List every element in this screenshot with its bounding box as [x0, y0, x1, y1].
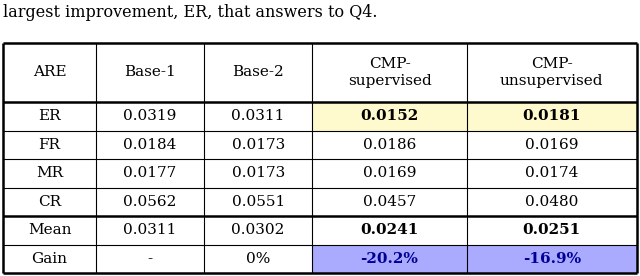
Text: 0.0186: 0.0186: [363, 138, 416, 152]
Text: 0.0241: 0.0241: [360, 224, 419, 237]
Text: Gain: Gain: [31, 252, 68, 266]
Bar: [467, 102, 637, 131]
Text: 0.0551: 0.0551: [232, 195, 285, 209]
Text: CR: CR: [38, 195, 61, 209]
Text: 0.0174: 0.0174: [525, 166, 579, 181]
Text: 0.0311: 0.0311: [232, 109, 285, 123]
Text: ER: ER: [38, 109, 61, 123]
Text: CMP-
supervised: CMP- supervised: [348, 57, 431, 87]
Text: ARE: ARE: [33, 65, 67, 79]
Bar: [312, 245, 467, 273]
Text: FR: FR: [38, 138, 61, 152]
Text: MR: MR: [36, 166, 63, 181]
Text: 0.0457: 0.0457: [363, 195, 416, 209]
Text: -: -: [147, 252, 152, 266]
Text: Base-1: Base-1: [124, 65, 176, 79]
Text: CMP-
unsupervised: CMP- unsupervised: [500, 57, 604, 87]
Text: 0.0251: 0.0251: [523, 224, 581, 237]
Text: 0.0184: 0.0184: [124, 138, 177, 152]
Text: 0.0173: 0.0173: [232, 138, 285, 152]
Text: 0.0173: 0.0173: [232, 166, 285, 181]
Bar: [467, 245, 637, 273]
Text: 0.0169: 0.0169: [363, 166, 416, 181]
Text: 0.0169: 0.0169: [525, 138, 579, 152]
Text: 0.0177: 0.0177: [124, 166, 177, 181]
Text: 0.0562: 0.0562: [124, 195, 177, 209]
Text: 0.0480: 0.0480: [525, 195, 579, 209]
Text: 0.0311: 0.0311: [124, 224, 177, 237]
Text: Mean: Mean: [28, 224, 71, 237]
Text: 0%: 0%: [246, 252, 270, 266]
Text: largest improvement, ER, that answers to Q4.: largest improvement, ER, that answers to…: [3, 4, 378, 21]
Text: -16.9%: -16.9%: [523, 252, 581, 266]
Text: 0.0181: 0.0181: [522, 109, 581, 123]
Text: Base-2: Base-2: [232, 65, 284, 79]
Bar: [312, 102, 467, 131]
Text: 0.0319: 0.0319: [124, 109, 177, 123]
Text: 0.0302: 0.0302: [232, 224, 285, 237]
Text: 0.0152: 0.0152: [360, 109, 419, 123]
Text: -20.2%: -20.2%: [360, 252, 419, 266]
